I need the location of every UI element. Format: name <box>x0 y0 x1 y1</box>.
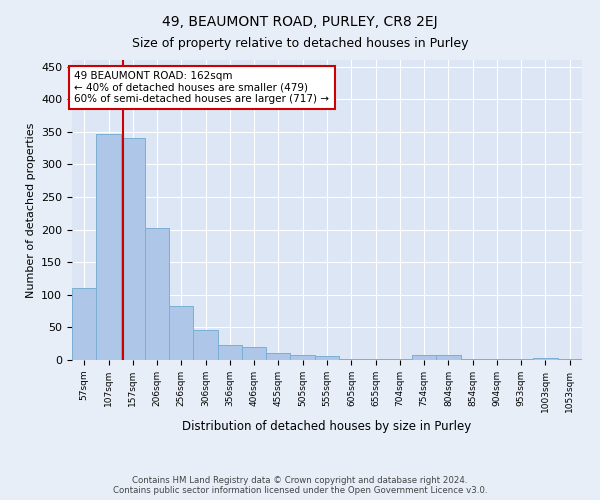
Bar <box>315 356 339 360</box>
Text: Contains HM Land Registry data © Crown copyright and database right 2024.
Contai: Contains HM Land Registry data © Crown c… <box>113 476 487 495</box>
Bar <box>533 358 557 360</box>
Bar <box>266 354 290 360</box>
Bar <box>557 358 582 360</box>
Bar <box>72 288 97 360</box>
Bar <box>242 347 266 360</box>
Bar <box>97 134 121 360</box>
Bar <box>412 355 436 360</box>
Bar <box>145 228 169 360</box>
Bar <box>290 355 315 360</box>
X-axis label: Distribution of detached houses by size in Purley: Distribution of detached houses by size … <box>182 420 472 433</box>
Bar <box>169 306 193 360</box>
Text: Size of property relative to detached houses in Purley: Size of property relative to detached ho… <box>132 38 468 51</box>
Bar <box>193 330 218 360</box>
Bar <box>121 138 145 360</box>
Bar <box>218 345 242 360</box>
Y-axis label: Number of detached properties: Number of detached properties <box>26 122 35 298</box>
Bar <box>436 356 461 360</box>
Text: 49, BEAUMONT ROAD, PURLEY, CR8 2EJ: 49, BEAUMONT ROAD, PURLEY, CR8 2EJ <box>162 15 438 29</box>
Text: 49 BEAUMONT ROAD: 162sqm
← 40% of detached houses are smaller (479)
60% of semi-: 49 BEAUMONT ROAD: 162sqm ← 40% of detach… <box>74 71 329 104</box>
